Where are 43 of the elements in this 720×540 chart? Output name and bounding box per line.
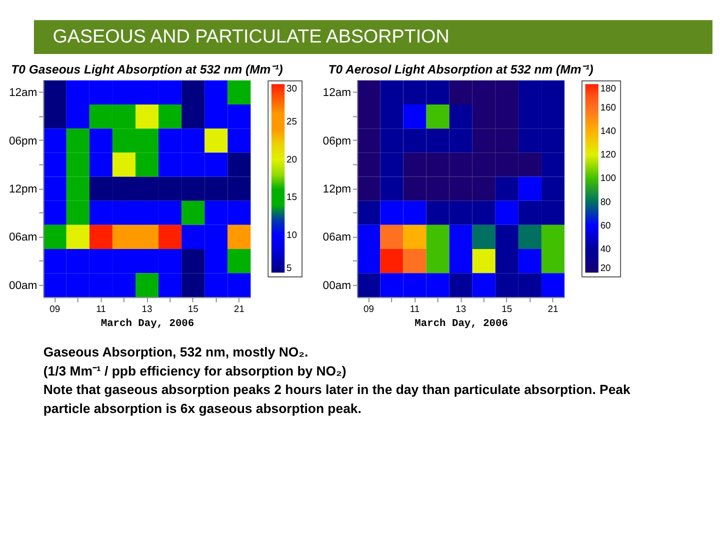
- color-bar-label: 20: [600, 262, 611, 273]
- color-bar-label: 60: [600, 219, 611, 230]
- text: Gaseous Absorption, 532 nm, mostly NO₂.: [43, 344, 308, 360]
- y-tick-label: 12am: [322, 87, 352, 100]
- color-bar-label: 80: [600, 196, 611, 207]
- color-bar-label: 100: [600, 172, 616, 184]
- x-axis-title: March Day, 2006: [414, 318, 508, 330]
- chart-title: T0 Aerosol Light Absorption at 532 nm (Mm⁻¹): [328, 62, 594, 76]
- y-tick-label: 06am: [322, 232, 352, 244]
- color-bar-label: 5: [286, 262, 292, 273]
- y-tick-label: 06pm: [322, 135, 352, 148]
- color-bar-label: 15: [286, 191, 297, 202]
- color-bar-label: 20: [286, 153, 297, 164]
- x-tick-label: 21: [548, 302, 558, 314]
- text: GASEOUS AND PARTICULATE ABSORPTION: [52, 26, 450, 47]
- color-bar-label: 40: [600, 242, 611, 254]
- color-bar-label: 30: [286, 82, 297, 94]
- x-tick-label: 09: [50, 302, 60, 314]
- y-tick-label: 12am: [8, 87, 38, 100]
- color-bar-label: 140: [600, 125, 616, 136]
- color-bar-label: 10: [286, 228, 297, 240]
- x-tick-label: 13: [456, 302, 466, 314]
- color-bar-label: 160: [600, 102, 616, 113]
- x-tick-label: 09: [363, 302, 374, 314]
- x-tick-label: 15: [188, 302, 198, 314]
- y-tick-label: 00am: [322, 280, 352, 292]
- y-tick-label: 06pm: [8, 135, 38, 148]
- x-tick-label: 21: [234, 302, 244, 314]
- x-tick-label: 13: [142, 302, 152, 314]
- x-tick-label: 11: [96, 302, 106, 314]
- color-bar-label: 180: [600, 82, 616, 94]
- text: Note that gaseous absorption peaks 2 hours later in the day than particulate absorption. Peak particle absorption is 6x gaseous absorption peak.: [43, 382, 631, 416]
- y-tick-label: 00am: [8, 280, 38, 292]
- y-tick-label: 12pm: [8, 184, 38, 196]
- x-axis-title: March Day, 2006: [100, 318, 194, 330]
- y-tick-label: 12pm: [322, 184, 352, 196]
- x-tick-label: 11: [410, 302, 420, 314]
- text: (1/3 Mm⁻¹ / ppb efficiency for absorption by NO₂): [43, 363, 346, 378]
- color-bar-label: 120: [600, 148, 616, 160]
- chart-title: T0 Gaseous Light Absorption at 532 nm (Mm⁻¹): [11, 62, 283, 76]
- y-tick-label: 06am: [8, 232, 38, 244]
- color-bar-label: 25: [286, 116, 297, 127]
- x-tick-label: 15: [502, 302, 512, 314]
